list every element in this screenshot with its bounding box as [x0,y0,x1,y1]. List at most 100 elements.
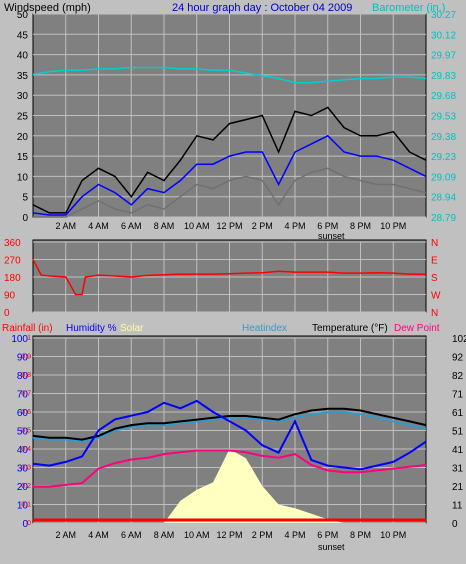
baro-tick-1: 28.94 [431,193,456,204]
humidity-series [32,399,427,471]
humidity-tick-80: 80 [17,371,29,382]
rain-tick-5: 0.5 [21,428,31,435]
p1-time-label-8: 6 PM [317,221,338,231]
humidity-tick-10: 10 [17,501,29,512]
p1-time-label-6: 2 PM [252,221,273,231]
p1-time-label-5: 12 PM [216,221,242,231]
compass-label-0: N [431,238,438,249]
p1-time-label-10: 10 PM [380,221,406,231]
axis-labels: 0510152025303540455028.7928.9429.0929.23… [4,10,466,540]
p1-time-label-9: 8 PM [350,221,371,231]
compass-label-4: N [431,308,438,319]
temp-tick-11: 11 [452,501,463,512]
temp-tick-92: 92 [452,353,464,364]
temp-tick-102: 102 [452,334,466,345]
barometer-series [32,66,427,84]
p3-time-label-8: 6 PM [317,530,338,540]
temperature-series [32,407,427,441]
sunset-label-top: sunset [318,231,345,241]
wind-series-2 [33,167,427,218]
series-layer [32,66,427,523]
barometer-axis-label: Barometer (in.) [372,2,445,14]
rain-tick-3: 0.3 [21,465,31,472]
humidity-tick-90: 90 [17,353,29,364]
dewpoint-series [33,449,427,488]
p1-time-label-3: 8 AM [154,221,175,231]
p3-time-label-1: 4 AM [88,530,109,540]
dir-tick-360: 360 [4,238,21,249]
grid-lines [33,13,426,524]
wind-series-1 [32,134,427,216]
humidity-tick-30: 30 [17,464,29,475]
humidity-tick-100: 100 [11,334,28,345]
wind-tick-30: 30 [17,91,29,102]
dir-tick-90: 90 [4,291,16,302]
p1-time-label-7: 4 PM [284,221,305,231]
humidity-tick-20: 20 [17,482,29,493]
dir-tick-0: 0 [4,308,10,319]
compass-label-3: W [431,291,441,302]
direction-series [32,259,426,296]
rainfall-label: Rainfall (in) [2,323,53,334]
compass-label-1: E [431,256,438,267]
temperature-label: Temperature (°F) [312,323,388,334]
rain-tick-0: 0 [27,520,31,527]
p3-time-label-0: 2 AM [55,530,76,540]
temp-tick-41: 41 [452,445,464,456]
heatindex-label: Heatindex [242,323,287,334]
p1-time-label-4: 10 AM [184,221,210,231]
graph-title: 24 hour graph day : October 04 2009 [172,2,352,14]
baro-tick-10: 30.27 [431,10,456,21]
sunset-label-bottom: sunset [318,542,345,552]
p3-time-label-5: 12 PM [216,530,242,540]
humidity-tick-0: 0 [22,519,28,530]
baro-tick-5: 29.53 [431,112,456,123]
rain-tick-2: 0.2 [21,483,31,490]
baro-tick-7: 29.83 [431,71,456,82]
humidity-tick-40: 40 [17,445,29,456]
rain-tick-10: 1 [27,335,31,342]
temp-tick-82: 82 [452,371,464,382]
heatindex-series [32,411,427,443]
humidity-tick-50: 50 [17,427,29,438]
wind-tick-40: 40 [17,51,29,62]
temp-tick-21: 21 [452,482,464,493]
temp-tick-51: 51 [452,427,464,438]
wind-tick-35: 35 [17,71,29,82]
baro-tick-0: 28.79 [431,213,456,224]
wind-tick-45: 45 [17,30,29,41]
p3-time-label-9: 8 PM [350,530,371,540]
wind-series-0 [32,106,427,214]
humidity-tick-70: 70 [17,390,29,401]
p1-time-label-0: 2 AM [55,221,76,231]
p1-time-label-1: 4 AM [88,221,109,231]
rain-tick-6: 0.6 [21,409,31,416]
baro-tick-2: 29.09 [431,172,456,183]
dir-tick-270: 270 [4,256,21,267]
p3-time-label-6: 2 PM [252,530,273,540]
baro-tick-9: 30.12 [431,30,456,41]
temp-tick-0: 0 [452,519,458,530]
baro-tick-3: 29.23 [431,152,456,163]
temp-tick-61: 61 [452,408,464,419]
temp-tick-71: 71 [452,390,464,401]
p3-time-label-10: 10 PM [380,530,406,540]
wind-tick-5: 5 [22,193,28,204]
p3-time-label-7: 4 PM [284,530,305,540]
solar-area [33,449,426,523]
compass-label-2: S [431,273,438,284]
humidity-tick-60: 60 [17,408,29,419]
wind-tick-25: 25 [17,112,29,123]
rain-tick-4: 0.4 [21,446,31,453]
baro-tick-8: 29.97 [431,51,456,62]
rain-tick-7: 0.7 [21,391,31,398]
wind-tick-15: 15 [17,152,29,163]
dewpoint-label: Dew Point [394,323,440,334]
p3-time-label-3: 8 AM [154,530,175,540]
rain-tick-1: 0.1 [21,502,31,509]
baro-tick-6: 29.68 [431,91,456,102]
dir-tick-180: 180 [4,273,21,284]
wind-tick-50: 50 [17,10,29,21]
